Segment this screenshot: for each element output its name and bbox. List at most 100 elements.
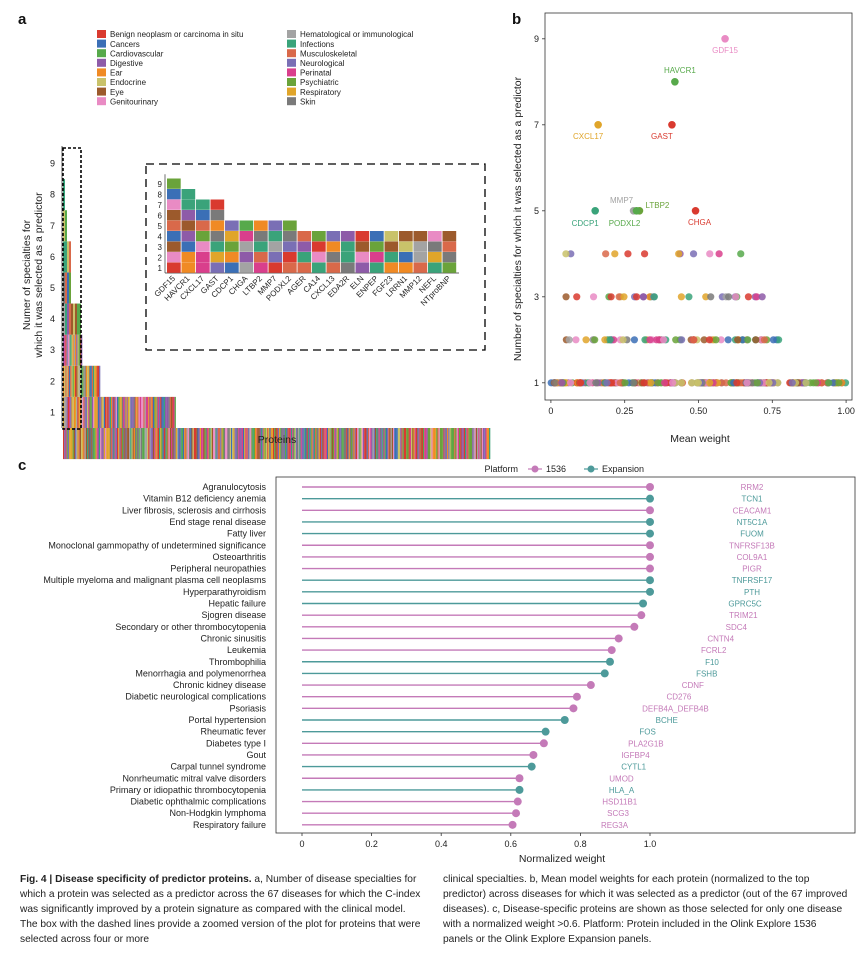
panel-c-dot	[586, 681, 595, 690]
panel-a-bar-segment	[65, 365, 67, 397]
panel-a-bar-segment	[399, 428, 401, 460]
panel-a-bar-segment	[67, 272, 69, 304]
panel-a-bar-segment	[181, 428, 184, 460]
panel-c-letter: c	[18, 457, 26, 474]
panel-a-bar-segment	[352, 428, 354, 460]
panel-b-point	[641, 336, 649, 344]
panel-a-bar-segment	[469, 428, 472, 460]
inset-bar-segment	[428, 262, 442, 273]
inset-bar-segment	[442, 252, 457, 263]
panel-c-dot	[539, 739, 548, 748]
panel-a-bar-segment	[277, 428, 280, 460]
panel-a-bar-segment	[293, 428, 295, 460]
panel-a-bar-segment	[103, 396, 106, 428]
panel-a-bar-segment	[316, 428, 318, 460]
panel-a-bar-segment	[309, 428, 311, 460]
panel-a-bar-segment	[96, 396, 98, 428]
inset-bar-segment	[181, 189, 196, 200]
panel-b-point-label: LTBP2	[646, 201, 670, 210]
panel-a-bar-segment	[311, 428, 313, 460]
panel-a-bar-segment	[237, 428, 239, 460]
panel-c-dot	[515, 774, 524, 783]
panel-a-bar-segment	[99, 396, 101, 428]
panel-a-bar-segment	[195, 428, 197, 460]
panel-a-bar-segment	[198, 428, 200, 460]
legend-swatch	[97, 58, 106, 67]
inset-bar-segment	[181, 231, 196, 242]
panel-a-bar-segment	[255, 428, 257, 460]
panel-a-bar-segment	[289, 428, 292, 460]
panel-a-bar-segment	[65, 334, 67, 366]
legend-swatch	[287, 97, 296, 106]
inset-bar-segment	[370, 262, 384, 273]
legend-swatch	[97, 49, 106, 58]
panel-a-bar-segment	[125, 428, 127, 460]
panel-c-lollipop: 0 0.2 0.4 0.6 0.8 1.0 Platform 1536 Expansion Agr…	[43, 464, 856, 849]
panel-a-bar-segment	[63, 428, 65, 460]
panel-a-bar-segment	[71, 428, 73, 460]
panel-b-point	[677, 293, 685, 301]
panel-a-bar-segment	[479, 428, 481, 460]
panel-a-bar-segment	[84, 365, 86, 397]
panel-b-y-tick: 7	[534, 120, 539, 130]
panel-a-bar-segment	[136, 396, 138, 428]
panel-c-disease-label: Chronic sinusitis	[200, 633, 266, 643]
panel-a-bar-segment	[245, 428, 247, 460]
panel-a-bar-segment	[435, 428, 437, 460]
panel-c-dot	[646, 506, 654, 515]
panel-a-bar-segment	[379, 428, 382, 460]
panel-c-protein-label: PLA2G1B	[628, 739, 664, 748]
panel-a-bar-segment	[148, 428, 150, 460]
panel-a-bar-segment	[408, 428, 410, 460]
panel-a-bar-segment	[253, 428, 256, 460]
panel-c-dot	[646, 552, 654, 561]
panel-a-bar-segment	[489, 428, 491, 460]
panel-a-bar-segment	[439, 428, 442, 460]
panel-c-protein-label: CD276	[666, 693, 691, 702]
panel-c-legend-label: Expansion	[602, 464, 644, 474]
inset-bar-segment	[196, 210, 210, 221]
inset-bar-segment	[355, 241, 370, 252]
panel-c-disease-label: Carpal tunnel syndrome	[170, 762, 266, 772]
panel-a-bar-segment	[70, 396, 72, 428]
panel-a-bar-segment	[113, 396, 115, 428]
panel-a-bar-segment	[306, 428, 308, 460]
panel-a-bar-segment	[317, 428, 319, 460]
panel-c-disease-label: Hepatic failure	[208, 599, 266, 609]
panel-a-bar-segment	[483, 428, 485, 460]
panel-a-bar-segment	[163, 428, 166, 460]
panel-a-bar-segment	[432, 428, 434, 460]
panel-a-bar-segment	[473, 428, 475, 460]
panel-a-bar-segment	[73, 396, 76, 428]
inset-bar-segment	[355, 252, 370, 263]
panel-b-point	[607, 293, 615, 301]
panel-c-x-tick: 0	[299, 839, 304, 849]
inset-bar-segment	[341, 252, 355, 263]
panel-a-bar-segment	[77, 428, 79, 460]
panel-b-y-tick: 3	[534, 292, 539, 302]
panel-a-y-tick: 3	[50, 345, 55, 355]
panel-a-bar-segment	[154, 428, 156, 460]
inset-bar-segment	[239, 262, 254, 273]
panel-b-point	[572, 336, 580, 344]
panel-b-labeled-point	[721, 35, 729, 43]
panel-b-point	[753, 293, 761, 301]
inset-bar-segment	[196, 220, 210, 231]
inset-y-tick: 7	[158, 201, 163, 210]
panel-a-bar-segment	[283, 428, 286, 460]
panel-a-bar-segment	[225, 428, 227, 460]
panel-b-point	[650, 293, 658, 301]
legend-label: Respiratory	[300, 88, 341, 97]
panel-a-bar-segment	[208, 428, 210, 460]
panel-b-point	[592, 379, 600, 387]
panel-a-bar-segment	[169, 396, 172, 428]
panel-a-bar-segment	[97, 365, 100, 397]
panel-b-point	[619, 336, 627, 344]
panel-a-bar-segment	[137, 428, 139, 460]
inset-bar-segment	[167, 199, 181, 210]
panel-a-bar-segment	[139, 428, 142, 460]
inset-bar-segment	[239, 231, 254, 242]
inset-bar-segment	[210, 210, 225, 221]
panel-b-point	[672, 336, 680, 344]
panel-a-bar-segment	[390, 428, 392, 460]
